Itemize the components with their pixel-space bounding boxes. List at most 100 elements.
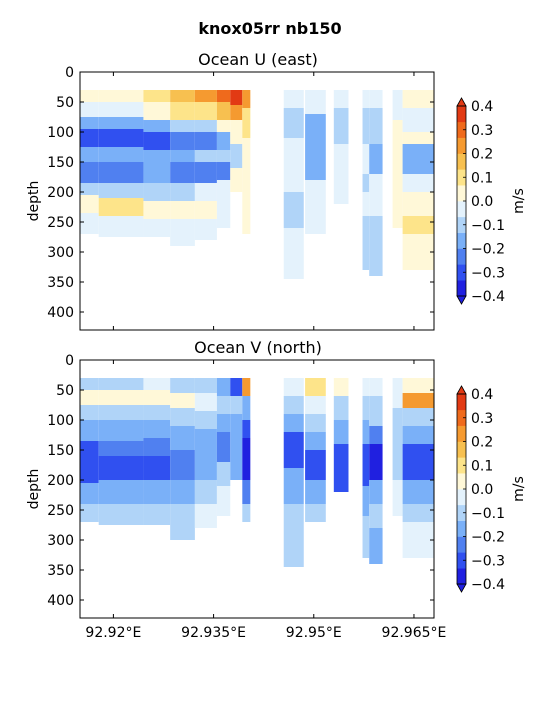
axes: 0 50 100 150 200 250 300 350 400: [47, 65, 434, 330]
y-tick-label: 100: [47, 125, 74, 141]
contour-cell: [194, 411, 217, 429]
contour-cell: [143, 420, 171, 438]
contour-cell: [392, 90, 403, 120]
colorbar-tick-label: −0.3: [471, 553, 505, 569]
contour-cell: [392, 408, 403, 480]
contour-cell: [98, 129, 144, 147]
contour-cell: [362, 192, 370, 216]
contour-cell: [216, 432, 231, 462]
colorbar-band: [457, 504, 466, 521]
y-tick-label: 400: [47, 305, 74, 321]
contour-cell: [402, 234, 434, 270]
colorbar-tick-label: −0.2: [471, 530, 505, 546]
contour-cell: [194, 162, 217, 183]
contour-cell: [170, 219, 195, 246]
contour-cell: [362, 516, 370, 558]
contour-cell: [194, 150, 217, 162]
contour-cell: [362, 444, 370, 486]
colorbar-tick-label: −0.3: [471, 265, 505, 281]
contour-cell: [305, 378, 326, 396]
y-tick-label: 300: [47, 245, 74, 261]
contour-cell: [80, 102, 99, 117]
contour-cell: [194, 450, 217, 480]
y-tick-label: 50: [56, 95, 74, 111]
contour-cell: [362, 174, 370, 192]
contour-cell: [194, 132, 217, 150]
contour-cell: [143, 162, 171, 183]
contour-cell: [402, 174, 434, 192]
contour-cell: [143, 438, 171, 456]
contour-cell: [283, 138, 304, 192]
contour-cell: [305, 396, 326, 414]
colorbar-extend-min: [456, 583, 467, 593]
contour-cell: [369, 444, 383, 480]
colorbar-band: [457, 489, 466, 506]
y-tick-label: 400: [47, 593, 74, 609]
contour-cell: [216, 162, 231, 180]
contour-field: [80, 90, 434, 279]
contour-cell: [194, 219, 217, 240]
axes: 0 50 100 150 200 250 300 350 400 92.92°E 92.935°E 9…: [47, 353, 446, 641]
contour-cell: [98, 480, 144, 504]
contour-cell: [305, 450, 326, 480]
contour-cell: [369, 216, 383, 276]
contour-cell: [98, 405, 144, 420]
contour-cell: [392, 120, 403, 192]
contour-cell: [283, 528, 304, 567]
colorbar-tick-label: 0.2: [471, 435, 493, 451]
contour-cell: [362, 216, 370, 270]
contour-cell: [98, 390, 144, 405]
y-tick-label: 150: [47, 155, 74, 171]
colorbar-band: [457, 568, 466, 585]
contour-cell: [216, 102, 231, 120]
contour-cell: [170, 201, 195, 219]
contour-cell: [80, 129, 99, 147]
contour-cell: [98, 198, 144, 216]
contour-cell: [333, 444, 349, 492]
contour-cell: [283, 228, 304, 279]
contour-cell: [98, 420, 144, 441]
contour-cell: [194, 429, 217, 450]
y-tick-label: 350: [47, 563, 74, 579]
contour-cell: [402, 216, 434, 234]
colorbar-label: m/s: [511, 476, 527, 502]
colorbar-band: [457, 425, 466, 442]
colorbar-tick-label: 0.4: [471, 99, 493, 115]
contour-cell: [194, 90, 217, 102]
colorbar-tick-label: 0.0: [471, 482, 493, 498]
contour-cell: [402, 192, 434, 216]
contour-cell: [216, 120, 231, 132]
contour-cell: [80, 456, 99, 483]
contour-cell: [402, 378, 434, 393]
contour-cell: [230, 168, 243, 192]
contour-cell: [402, 504, 434, 522]
colorbar-band: [457, 473, 466, 490]
contour-cell: [80, 90, 99, 102]
contour-cell: [216, 486, 231, 516]
contour-cell: [242, 396, 251, 420]
contour-cell: [242, 504, 251, 522]
colorbar-extend-max: [456, 385, 467, 395]
contour-cell: [402, 426, 434, 444]
colorbar: −0.4 −0.3 −0.2 −0.1 0.0 0.1 0.2 0.3 0.4 m/s: [456, 97, 527, 305]
colorbar-tick-label: 0.1: [471, 458, 493, 474]
contour-cell: [98, 162, 144, 183]
contour-cell: [194, 480, 217, 504]
contour-cell: [143, 480, 171, 504]
contour-cell: [194, 183, 217, 201]
contour-cell: [369, 480, 383, 504]
contour-cell: [369, 90, 383, 108]
contour-cell: [283, 414, 304, 432]
colorbar-tick-label: −0.1: [471, 506, 505, 522]
contour-cell: [402, 132, 434, 144]
contour-cell: [333, 420, 349, 444]
contour-cell: [80, 441, 99, 456]
contour-cell: [402, 444, 434, 480]
contour-cell: [402, 144, 434, 174]
contour-cell: [80, 504, 99, 522]
contour-cell: [170, 120, 195, 132]
colorbar-band: [457, 201, 466, 218]
contour-cell: [170, 408, 195, 426]
contour-cell: [170, 102, 195, 120]
